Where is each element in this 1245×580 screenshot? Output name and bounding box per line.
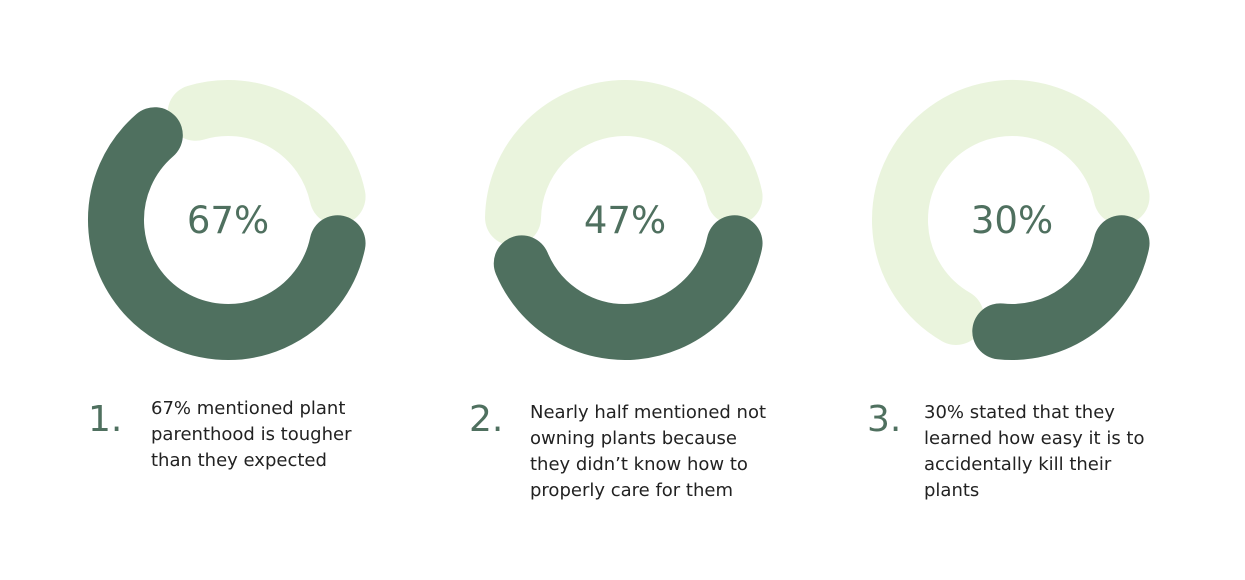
donut-chart-1: 67% <box>78 70 378 370</box>
donut-remaining-arc <box>872 80 1150 345</box>
donut-center-label: 67% <box>187 199 269 242</box>
donut-svg-3: 30% <box>872 80 1150 360</box>
donut-chart-3: 30% <box>862 70 1162 370</box>
donut-filled-arc <box>88 107 366 360</box>
donut-center-label: 30% <box>971 199 1053 242</box>
donut-chart-2: 47% <box>475 70 775 370</box>
donut-svg-1: 67% <box>88 80 366 360</box>
donut-filled-arc <box>972 215 1150 360</box>
donut-remaining-arc <box>485 80 763 246</box>
donut-remaining-arc <box>167 80 366 225</box>
stat-description-1: 67% mentioned plant parenthood is toughe… <box>151 398 352 471</box>
donut-filled-arc <box>493 215 763 360</box>
stat-description-3: 30% stated that they learned how easy it… <box>924 402 1145 501</box>
donut-center-label: 47% <box>584 199 666 242</box>
donut-svg-2: 47% <box>485 80 763 360</box>
stat-number-1: 1. <box>88 399 123 440</box>
stat-number-2: 2. <box>469 399 504 440</box>
stat-description-2: Nearly half mentioned not owning plants … <box>530 402 767 501</box>
stat-number-3: 3. <box>867 399 902 440</box>
